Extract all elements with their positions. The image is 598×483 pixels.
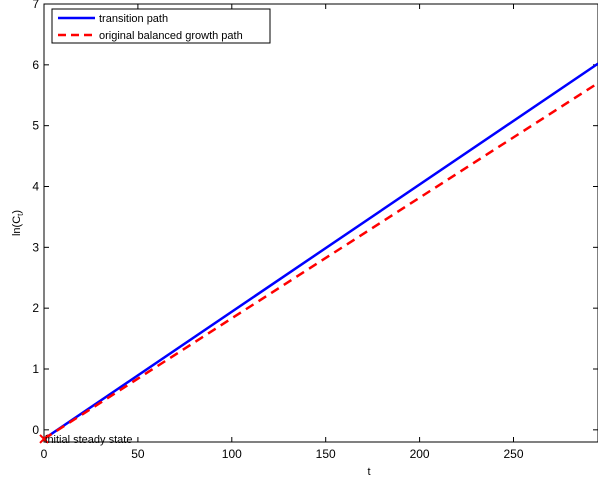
- legend-label-transition: transition path: [99, 13, 168, 25]
- y-tick-label: 3: [32, 240, 39, 254]
- y-axis-label-close: ): [11, 210, 23, 214]
- x-tick-label: 50: [131, 447, 145, 461]
- initial-steady-state-label: initial steady state: [45, 434, 132, 446]
- initial-steady-state-marker: [39, 434, 49, 444]
- y-tick-label: 5: [32, 119, 39, 133]
- x-tick-label: 250: [503, 447, 523, 461]
- ticks-layer: 0 50 100 150 200 250 0 1 2 3 4 5 6 7: [32, 0, 598, 461]
- svg-text:ln(Ct): ln(Ct): [11, 210, 25, 236]
- series-line-original-balanced-growth-path: [43, 82, 598, 441]
- plot-area: [43, 3, 598, 443]
- x-tick-label: 150: [316, 447, 336, 461]
- y-axis-label: ln(Ct): [11, 210, 25, 236]
- series-line-transition-path: [43, 62, 598, 440]
- x-axis-label: t: [367, 466, 370, 478]
- annotation-layer: initial steady state: [39, 434, 132, 446]
- x-tick-label: 0: [41, 447, 48, 461]
- y-axis-label-subscript: t: [16, 213, 25, 216]
- y-tick-label: 4: [32, 180, 39, 194]
- y-tick-label: 1: [32, 362, 39, 376]
- legend-label-original: original balanced growth path: [99, 30, 243, 42]
- legend: transition path original balanced growth…: [51, 8, 271, 44]
- series-layer: [43, 62, 598, 441]
- x-tick-label: 200: [410, 447, 430, 461]
- y-tick-label: 0: [32, 423, 39, 437]
- legend-box: [51, 8, 271, 44]
- y-axis-label-main: ln(C: [11, 216, 23, 236]
- y-tick-label: 2: [32, 301, 39, 315]
- y-tick-label: 6: [32, 58, 39, 72]
- x-tick-label: 100: [222, 447, 242, 461]
- y-tick-label: 7: [32, 0, 39, 11]
